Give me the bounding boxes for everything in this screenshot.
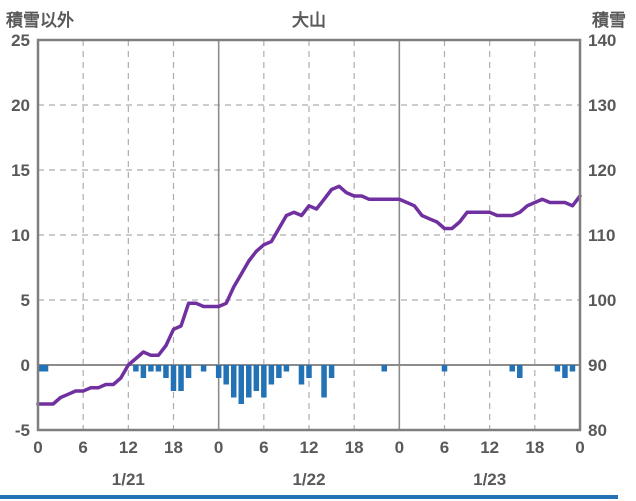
precip-bar <box>170 365 177 391</box>
x-tick-label: 0 <box>33 438 42 457</box>
precip-bar <box>230 365 237 398</box>
x-tick-label: 12 <box>300 438 319 457</box>
y-left-tick-label: 20 <box>11 96 30 115</box>
x-tick-label: 18 <box>525 438 544 457</box>
precip-bar <box>178 365 184 391</box>
precip-bar <box>238 365 244 404</box>
precip-bar <box>328 365 335 378</box>
precip-bar <box>562 365 568 378</box>
precip-bar <box>268 365 275 385</box>
left-axis-title: 積雪以外 <box>6 11 74 30</box>
y-right-tick-label: 120 <box>588 161 616 180</box>
y-left-tick-label: 15 <box>11 161 30 180</box>
x-tick-label: 6 <box>440 438 449 457</box>
right-axis-title: 積雪 <box>592 11 626 30</box>
y-left-tick-label: 5 <box>21 291 30 310</box>
precip-bar <box>39 365 45 372</box>
precip-bar <box>381 365 388 372</box>
y-right-tick-label: 80 <box>588 421 607 440</box>
x-tick-label: 0 <box>575 438 584 457</box>
precip-bar <box>261 365 267 398</box>
snow-depth-line <box>36 184 582 406</box>
precip-bar <box>517 365 523 378</box>
precip-bar <box>246 365 252 398</box>
x-tick-label: 6 <box>78 438 87 457</box>
y-right-tick-label: 140 <box>588 31 616 50</box>
precip-bar <box>321 365 327 398</box>
precip-bar <box>441 365 448 372</box>
precip-bar <box>569 365 576 372</box>
x-tick-label: 18 <box>345 438 364 457</box>
precip-bar <box>148 365 154 372</box>
precip-bar <box>298 365 305 385</box>
y-right-tick-label: 100 <box>588 291 616 310</box>
precip-bar <box>554 365 561 372</box>
x-tick-label: 6 <box>259 438 268 457</box>
precip-bar <box>163 365 169 378</box>
precip-bar <box>200 365 207 372</box>
y-left-tick-label: 25 <box>11 31 30 50</box>
y-left-tick-label: 10 <box>11 226 30 245</box>
x-day-label: 1/22 <box>292 470 325 489</box>
precip-bar <box>276 365 282 378</box>
precip-bar <box>253 365 260 391</box>
y-right-tick-label: 90 <box>588 356 607 375</box>
precip-bar <box>283 365 290 372</box>
precip-bar <box>306 365 312 378</box>
bottom-accent-line <box>0 495 618 499</box>
y-left-tick-label: 0 <box>21 356 30 375</box>
precip-bar <box>223 365 229 385</box>
precip-bar <box>133 365 139 372</box>
x-tick-label: 0 <box>395 438 404 457</box>
x-day-label: 1/21 <box>112 470 145 489</box>
plot-border <box>36 38 582 432</box>
x-tick-label: 18 <box>164 438 183 457</box>
chart-title: 大山 <box>292 11 326 30</box>
precip-bar <box>509 365 515 372</box>
precip-bar <box>185 365 192 378</box>
precip-bar <box>42 365 49 372</box>
precip-bar <box>215 365 222 378</box>
precip-bar <box>155 365 162 372</box>
x-day-label: 1/23 <box>473 470 506 489</box>
x-tick-label: 12 <box>119 438 138 457</box>
y-left-tick-label: -5 <box>15 421 30 440</box>
x-tick-label: 12 <box>480 438 499 457</box>
y-right-tick-label: 110 <box>588 226 615 245</box>
precip-bar <box>140 365 147 378</box>
x-tick-label: 0 <box>214 438 223 457</box>
y-right-tick-label: 130 <box>588 96 616 115</box>
